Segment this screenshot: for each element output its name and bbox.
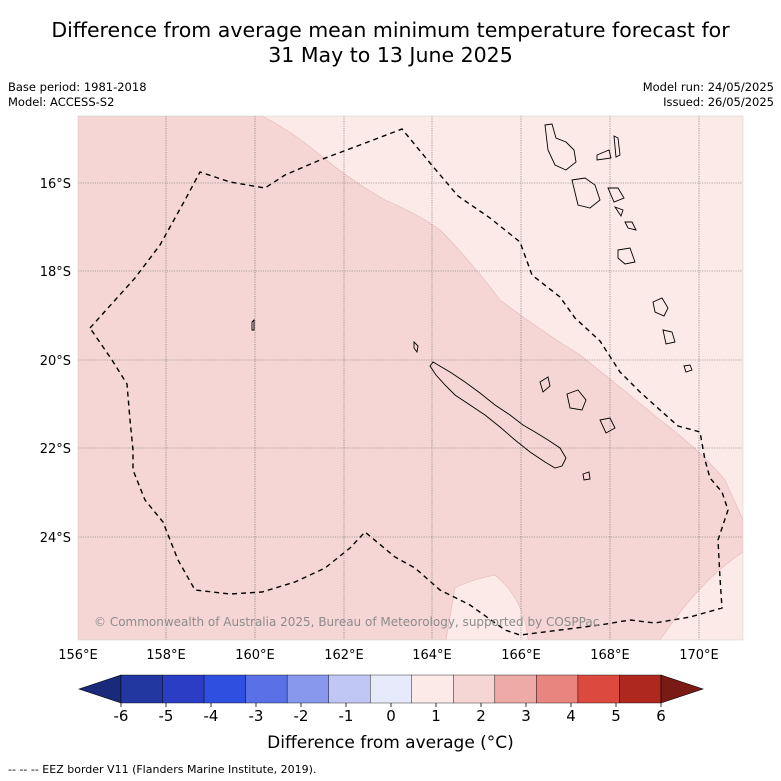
colorbar-tick-label: -2 xyxy=(294,707,309,725)
lon-tick-label: 168°E xyxy=(590,648,630,663)
graticule xyxy=(78,116,743,640)
map-frame xyxy=(77,115,744,641)
belep-islands-coastline xyxy=(413,340,419,354)
colorbar-tick-label: 0 xyxy=(386,707,396,725)
colorbar-tick-label: -6 xyxy=(114,707,129,725)
title-line-2: 31 May to 13 June 2025 xyxy=(268,43,513,67)
lon-tick-label: 156°E xyxy=(58,648,98,663)
colorbar-segment xyxy=(536,674,579,704)
colorbar-under-arrow xyxy=(78,674,122,704)
model-run: Model run: 24/05/2025 xyxy=(642,80,774,94)
colorbar-segment xyxy=(619,674,662,704)
lon-tick-label: 162°E xyxy=(324,648,364,663)
colorbar-over-arrow xyxy=(660,674,704,704)
lon-tick-label: 166°E xyxy=(501,648,541,663)
colorbar-segment xyxy=(411,674,454,704)
base-period: Base period: 1981-2018 xyxy=(8,80,147,94)
lat-axis-labels: 16°S 18°S 20°S 22°S 24°S xyxy=(40,177,71,546)
eez-border xyxy=(89,128,729,636)
footnote: -- -- -- EEZ border V11 (Flanders Marine… xyxy=(8,763,317,776)
lat-tick-label: 20°S xyxy=(40,354,71,369)
coastlines xyxy=(251,123,693,481)
colorbar-segment xyxy=(577,674,620,704)
colorbar-tick-label: 3 xyxy=(521,707,531,725)
map-area: © Commonwealth of Australia 2025, Bureau… xyxy=(78,116,743,640)
colorbar-segment xyxy=(162,674,205,704)
model-name: Model: ACCESS-S2 xyxy=(8,95,115,109)
colorbar-tick-label: -1 xyxy=(339,707,354,725)
meta-right: Model run: 24/05/2025 Issued: 26/05/2025 xyxy=(643,80,774,110)
issued-date: Issued: 26/05/2025 xyxy=(663,95,774,109)
lon-tick-label: 164°E xyxy=(412,648,452,663)
colorbar-label: Difference from average (°C) xyxy=(267,733,514,753)
lon-tick-label: 160°E xyxy=(235,648,275,663)
colorbar-segment xyxy=(328,674,371,704)
colorbar-segment xyxy=(453,674,496,704)
title-line-1: Difference from average mean minimum tem… xyxy=(51,18,730,42)
colorbar: -6 -5 -4 -3 -2 -1 0 1 2 3 4 5 6 xyxy=(78,674,704,725)
copyright-text: © Commonwealth of Australia 2025, Bureau… xyxy=(94,615,599,629)
lat-tick-label: 22°S xyxy=(40,442,71,457)
colorbar-segment xyxy=(494,674,537,704)
colorbar-segment xyxy=(370,674,412,704)
colorbar-tick-label: 6 xyxy=(656,707,666,725)
chart-title: Difference from average mean minimum tem… xyxy=(0,18,781,68)
lat-tick-label: 18°S xyxy=(40,265,71,280)
colorbar-segment xyxy=(245,674,288,704)
isle-of-pines-coastline xyxy=(582,471,591,481)
loyalty-islands-coastline xyxy=(539,376,616,434)
lat-tick-label: 16°S xyxy=(40,177,71,192)
colorbar-tick-label: -3 xyxy=(249,707,264,725)
lon-tick-label: 170°E xyxy=(679,648,719,663)
lat-tick-label: 24°S xyxy=(40,531,71,546)
colorbar-tick-label: 2 xyxy=(476,707,486,725)
colorbar-segment xyxy=(203,674,246,704)
colorbar-tick-label: -4 xyxy=(204,707,219,725)
lon-axis-labels: 156°E 158°E 160°E 162°E 164°E 166°E 168°… xyxy=(58,648,719,663)
chesterfield-coastline xyxy=(251,318,255,331)
colorbar-tick-label: 1 xyxy=(431,707,441,725)
colorbar-segment xyxy=(286,674,329,704)
colorbar-tick-label: 4 xyxy=(566,707,576,725)
colorbar-tick-label: 5 xyxy=(611,707,621,725)
lon-tick-label: 158°E xyxy=(146,648,186,663)
colorbar-segment xyxy=(120,674,163,704)
anomaly-band-1-2 xyxy=(78,116,743,640)
vanuatu-coastline xyxy=(544,123,693,373)
colorbar-tick-label: -5 xyxy=(159,707,174,725)
new-caledonia-coastline xyxy=(429,361,567,469)
meta-left: Base period: 1981-2018 Model: ACCESS-S2 xyxy=(8,80,147,110)
